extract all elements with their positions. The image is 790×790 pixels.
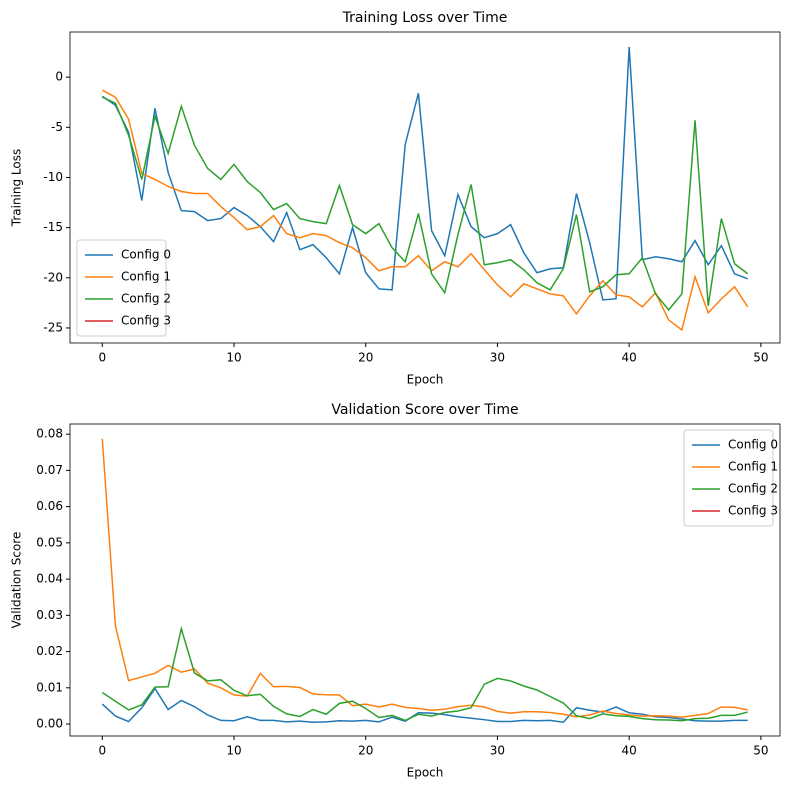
y-tick-label: 0.05 — [36, 535, 63, 549]
series-line — [101, 687, 748, 724]
x-tick-label: 10 — [226, 351, 241, 365]
plot-frame — [69, 31, 781, 344]
chart-title: Training Loss over Time — [342, 10, 508, 26]
x-tick-label: 40 — [622, 351, 637, 365]
y-tick-label: -15 — [43, 220, 63, 234]
legend-label: Config 2 — [728, 482, 778, 496]
y-tick-label: 0.07 — [36, 463, 63, 477]
y-tick-label: 0.02 — [36, 644, 63, 658]
series-line — [101, 438, 748, 718]
y-tick-label: 0.08 — [36, 427, 63, 441]
x-tick-label: 50 — [753, 744, 768, 758]
x-axis-label: Epoch — [407, 766, 444, 780]
x-tick-label: 20 — [358, 351, 373, 365]
y-tick-label: 0.01 — [36, 680, 63, 694]
plot-frame — [69, 423, 781, 737]
y-tick-label: -25 — [43, 320, 63, 334]
y-tick-label: 0.03 — [36, 608, 63, 622]
legend-label: Config 3 — [121, 314, 171, 328]
y-tick-label: -10 — [43, 170, 63, 184]
legend-label: Config 0 — [728, 438, 778, 452]
x-tick-label: 10 — [226, 744, 241, 758]
x-tick-label: 30 — [490, 351, 505, 365]
x-axis-label: Epoch — [407, 373, 444, 387]
y-tick-label: 0.04 — [36, 572, 63, 586]
legend-box — [76, 239, 167, 337]
series-line — [101, 47, 748, 301]
y-axis-label: Validation Score — [10, 532, 24, 629]
legend-label: Config 1 — [728, 460, 778, 474]
legend-box — [683, 429, 774, 527]
y-tick-label: -20 — [43, 270, 63, 284]
y-tick-label: 0.00 — [36, 717, 63, 731]
x-tick-label: 40 — [622, 744, 637, 758]
series-line — [101, 96, 749, 312]
y-axis-label: Training Loss — [10, 149, 24, 227]
legend-label: Config 0 — [121, 248, 171, 262]
x-tick-label: 50 — [753, 351, 768, 365]
legend-label: Config 2 — [121, 292, 171, 306]
chart-title: Validation Score over Time — [331, 402, 518, 418]
x-tick-label: 30 — [490, 744, 505, 758]
y-tick-label: -5 — [51, 120, 63, 134]
x-tick-label: 20 — [358, 744, 373, 758]
series-line — [101, 625, 748, 722]
y-tick-label: 0.06 — [36, 499, 63, 513]
y-tick-label: 0 — [55, 70, 63, 84]
legend-label: Config 1 — [121, 270, 171, 284]
series-line — [101, 89, 749, 332]
legend-label: Config 3 — [728, 504, 778, 518]
x-tick-label: 0 — [98, 351, 106, 365]
x-tick-label: 0 — [98, 744, 106, 758]
